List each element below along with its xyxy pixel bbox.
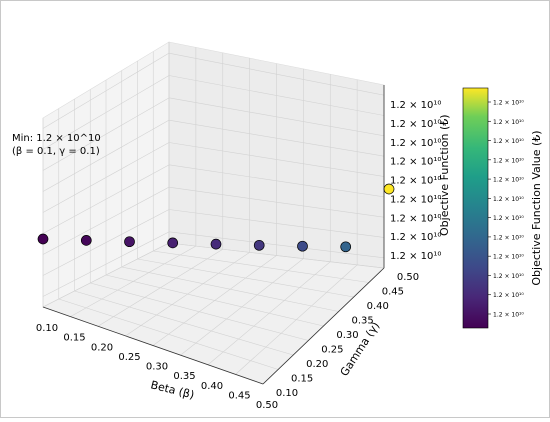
data-point	[253, 239, 265, 251]
gamma-tick-label: 0.50	[397, 272, 419, 283]
beta-tick-label: 0.50	[256, 400, 278, 411]
gamma-tick-label: 0.15	[291, 374, 313, 385]
colorbar-label: Objective Function Value (₺)	[530, 130, 543, 285]
data-point	[80, 235, 92, 246]
beta-tick-label: 0.25	[118, 352, 140, 363]
beta-tick-labels: 0.10 0.15 0.20 0.25 0.30 0.35 0.40 0.45 0.50	[36, 323, 278, 411]
beta-tick-label: 0.35	[173, 371, 195, 382]
colorbar-tick-label: 1.2 × 10¹⁰	[493, 100, 524, 107]
objective-tick-label: 1.2 × 10¹⁰	[390, 251, 441, 262]
gamma-tick-label: 0.40	[367, 301, 389, 312]
data-point	[37, 233, 49, 245]
colorbar-tick-label: 1.2 × 10¹⁰	[493, 157, 524, 164]
gamma-tick-label: 0.30	[336, 330, 358, 341]
grid-line	[153, 250, 369, 283]
beta-tick-label: 0.45	[228, 390, 250, 401]
min-annotation-line1: Min: 1.2 × 10^10	[12, 133, 101, 144]
grid-line	[168, 231, 385, 259]
colorbar-tick-label: 1.2 × 10¹⁰	[493, 119, 524, 126]
beta-tick-label: 0.30	[146, 362, 168, 373]
axis-lines	[42, 85, 385, 385]
grid-line	[168, 209, 385, 238]
grid-line	[105, 274, 324, 327]
grid-line	[235, 264, 358, 375]
colorbar-tick-label: 1.2 × 10¹⁰	[493, 196, 524, 203]
colorbar-tick-label: 1.2 × 10¹⁰	[493, 177, 524, 184]
gamma-tick-labels: 0.10 0.15 0.20 0.25 0.30 0.35 0.40 0.45 0.50	[276, 272, 419, 399]
beta-tick-label: 0.20	[91, 342, 113, 353]
data-point	[297, 240, 308, 252]
beta-tick-label: 0.10	[36, 323, 58, 334]
colorbar-tick-label: 1.2 × 10¹⁰	[493, 292, 524, 299]
grid-line	[168, 75, 385, 116]
grid-line	[168, 97, 385, 137]
grid-line	[42, 75, 170, 150]
gamma-axis-line	[262, 267, 385, 385]
gamma-tick-label: 0.25	[321, 345, 343, 356]
grid-line	[168, 119, 385, 157]
min-annotation-line2: (β = 0.1, γ = 0.1)	[12, 146, 100, 157]
grid-line	[168, 164, 385, 198]
objective-tick-label: 1.2 × 10¹⁰	[390, 213, 441, 224]
grid-line	[42, 231, 170, 297]
grid-line	[42, 186, 170, 255]
gamma-tick-label: 0.20	[306, 359, 328, 370]
beta-axis-line	[42, 306, 264, 385]
grid-line	[42, 209, 170, 276]
colorbar-tick-label: 1.2 × 10¹⁰	[493, 234, 524, 241]
colorbar-tick-labels: 1.2 × 10¹⁰ 1.2 × 10¹⁰ 1.2 × 10¹⁰ 1.2 × 10¹⁰…	[488, 100, 524, 319]
grid-line	[137, 258, 354, 298]
grid-line	[121, 266, 339, 312]
data-points	[37, 183, 395, 253]
beta-tick-label: 0.15	[63, 333, 85, 344]
grid-line	[180, 258, 304, 356]
gamma-tick-label: 0.45	[382, 287, 404, 298]
grid-line	[168, 186, 385, 218]
grid-line	[168, 242, 385, 269]
objective-tick-label: 1.2 × 10¹⁰	[390, 232, 441, 243]
data-point	[340, 241, 352, 253]
colorbar-tick-label: 1.2 × 10¹⁰	[493, 215, 524, 222]
data-point	[124, 236, 135, 248]
data-point	[210, 238, 222, 250]
data-point	[383, 183, 395, 195]
grid-lines	[42, 42, 385, 385]
gamma-tick-label: 0.10	[276, 388, 298, 399]
objective-tick-label: 1.2 × 10¹⁰	[390, 194, 441, 205]
objective-tick-label: 1.2 × 10¹⁰	[390, 119, 441, 130]
grid-line	[42, 52, 170, 129]
colorbar-tick-label: 1.2 × 10¹⁰	[493, 273, 524, 280]
colorbar	[462, 87, 489, 329]
grid-line	[207, 261, 331, 365]
objective-axis-label: Objective Function (₺)	[438, 114, 451, 236]
colorbar-tick-label: 1.2 × 10¹⁰	[493, 138, 524, 145]
grid-line	[168, 52, 385, 96]
data-point	[167, 237, 179, 249]
grid-line	[42, 164, 170, 234]
objective-tick-label: 1.2 × 10¹⁰	[390, 100, 441, 111]
objective-tick-label: 1.2 × 10¹⁰	[390, 138, 441, 149]
colorbar-tick-label: 1.2 × 10¹⁰	[493, 254, 524, 261]
beta-tick-label: 0.40	[201, 381, 223, 392]
grid-line	[168, 142, 385, 177]
grid-line	[42, 97, 170, 171]
objective-tick-labels: 1.2 × 10¹⁰ 1.2 × 10¹⁰ 1.2 × 10¹⁰ 1.2 × 10¹⁰…	[390, 100, 441, 262]
objective-tick-label: 1.2 × 10¹⁰	[390, 157, 441, 168]
grid-line	[42, 142, 170, 213]
colorbar-tick-label: 1.2 × 10¹⁰	[493, 312, 524, 319]
objective-tick-label: 1.2 × 10¹⁰	[390, 176, 441, 187]
gamma-tick-label: 0.35	[351, 316, 373, 327]
grid-line	[42, 119, 170, 192]
